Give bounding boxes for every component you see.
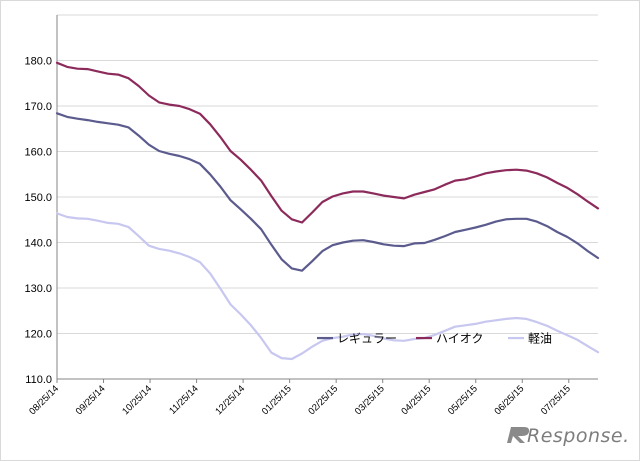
x-tick-label: 12/25/14 [213,383,247,417]
legend-label: 軽油 [528,332,552,346]
x-tick-label: 05/25/15 [446,383,480,417]
series-line-0 [55,112,600,272]
y-tick-label: 170.0 [24,101,52,113]
y-tick-label: 140.0 [24,238,52,250]
series-lines [55,61,600,361]
legend: レギュラー ハイオク 軽油 [317,332,552,346]
legend-label: ハイオク [436,332,484,346]
y-tick-label: 150.0 [24,192,52,204]
y-tick-label: 180.0 [24,56,52,68]
y-axis-ticks: 110.0 120.0 130.0 140.0 150.0 160.0 170.0 180.0 [24,56,52,387]
x-tick-label: 07/25/15 [539,383,573,417]
x-tick-label: 06/25/15 [492,383,526,417]
gridlines [57,14,598,380]
x-tick-label: 04/25/15 [399,383,433,417]
y-tick-label: 160.0 [24,147,52,159]
series-line-2 [55,212,600,361]
x-tick-label: 03/25/15 [353,383,387,417]
y-tick-label: 130.0 [24,283,52,295]
axes [56,15,598,380]
x-tick-label: 09/25/14 [74,383,108,417]
x-axis-ticks: 08/25/14 09/25/14 10/25/14 11/25/14 12/25/14… [27,379,573,417]
y-tick-label: 120.0 [24,329,52,341]
series-line-1 [55,61,600,224]
legend-label: レギュラー [337,332,397,346]
response-logo-icon [507,427,530,443]
x-tick-label: 01/25/15 [260,383,294,417]
x-tick-label: 08/25/14 [27,383,61,417]
x-tick-label: 11/25/14 [167,383,200,416]
x-tick-label: 10/25/14 [120,383,154,417]
y-tick-label: 110.0 [25,374,52,386]
x-tick-label: 02/25/15 [306,383,340,417]
response-watermark: Response. [507,425,630,447]
watermark-text: Response. [527,425,630,447]
